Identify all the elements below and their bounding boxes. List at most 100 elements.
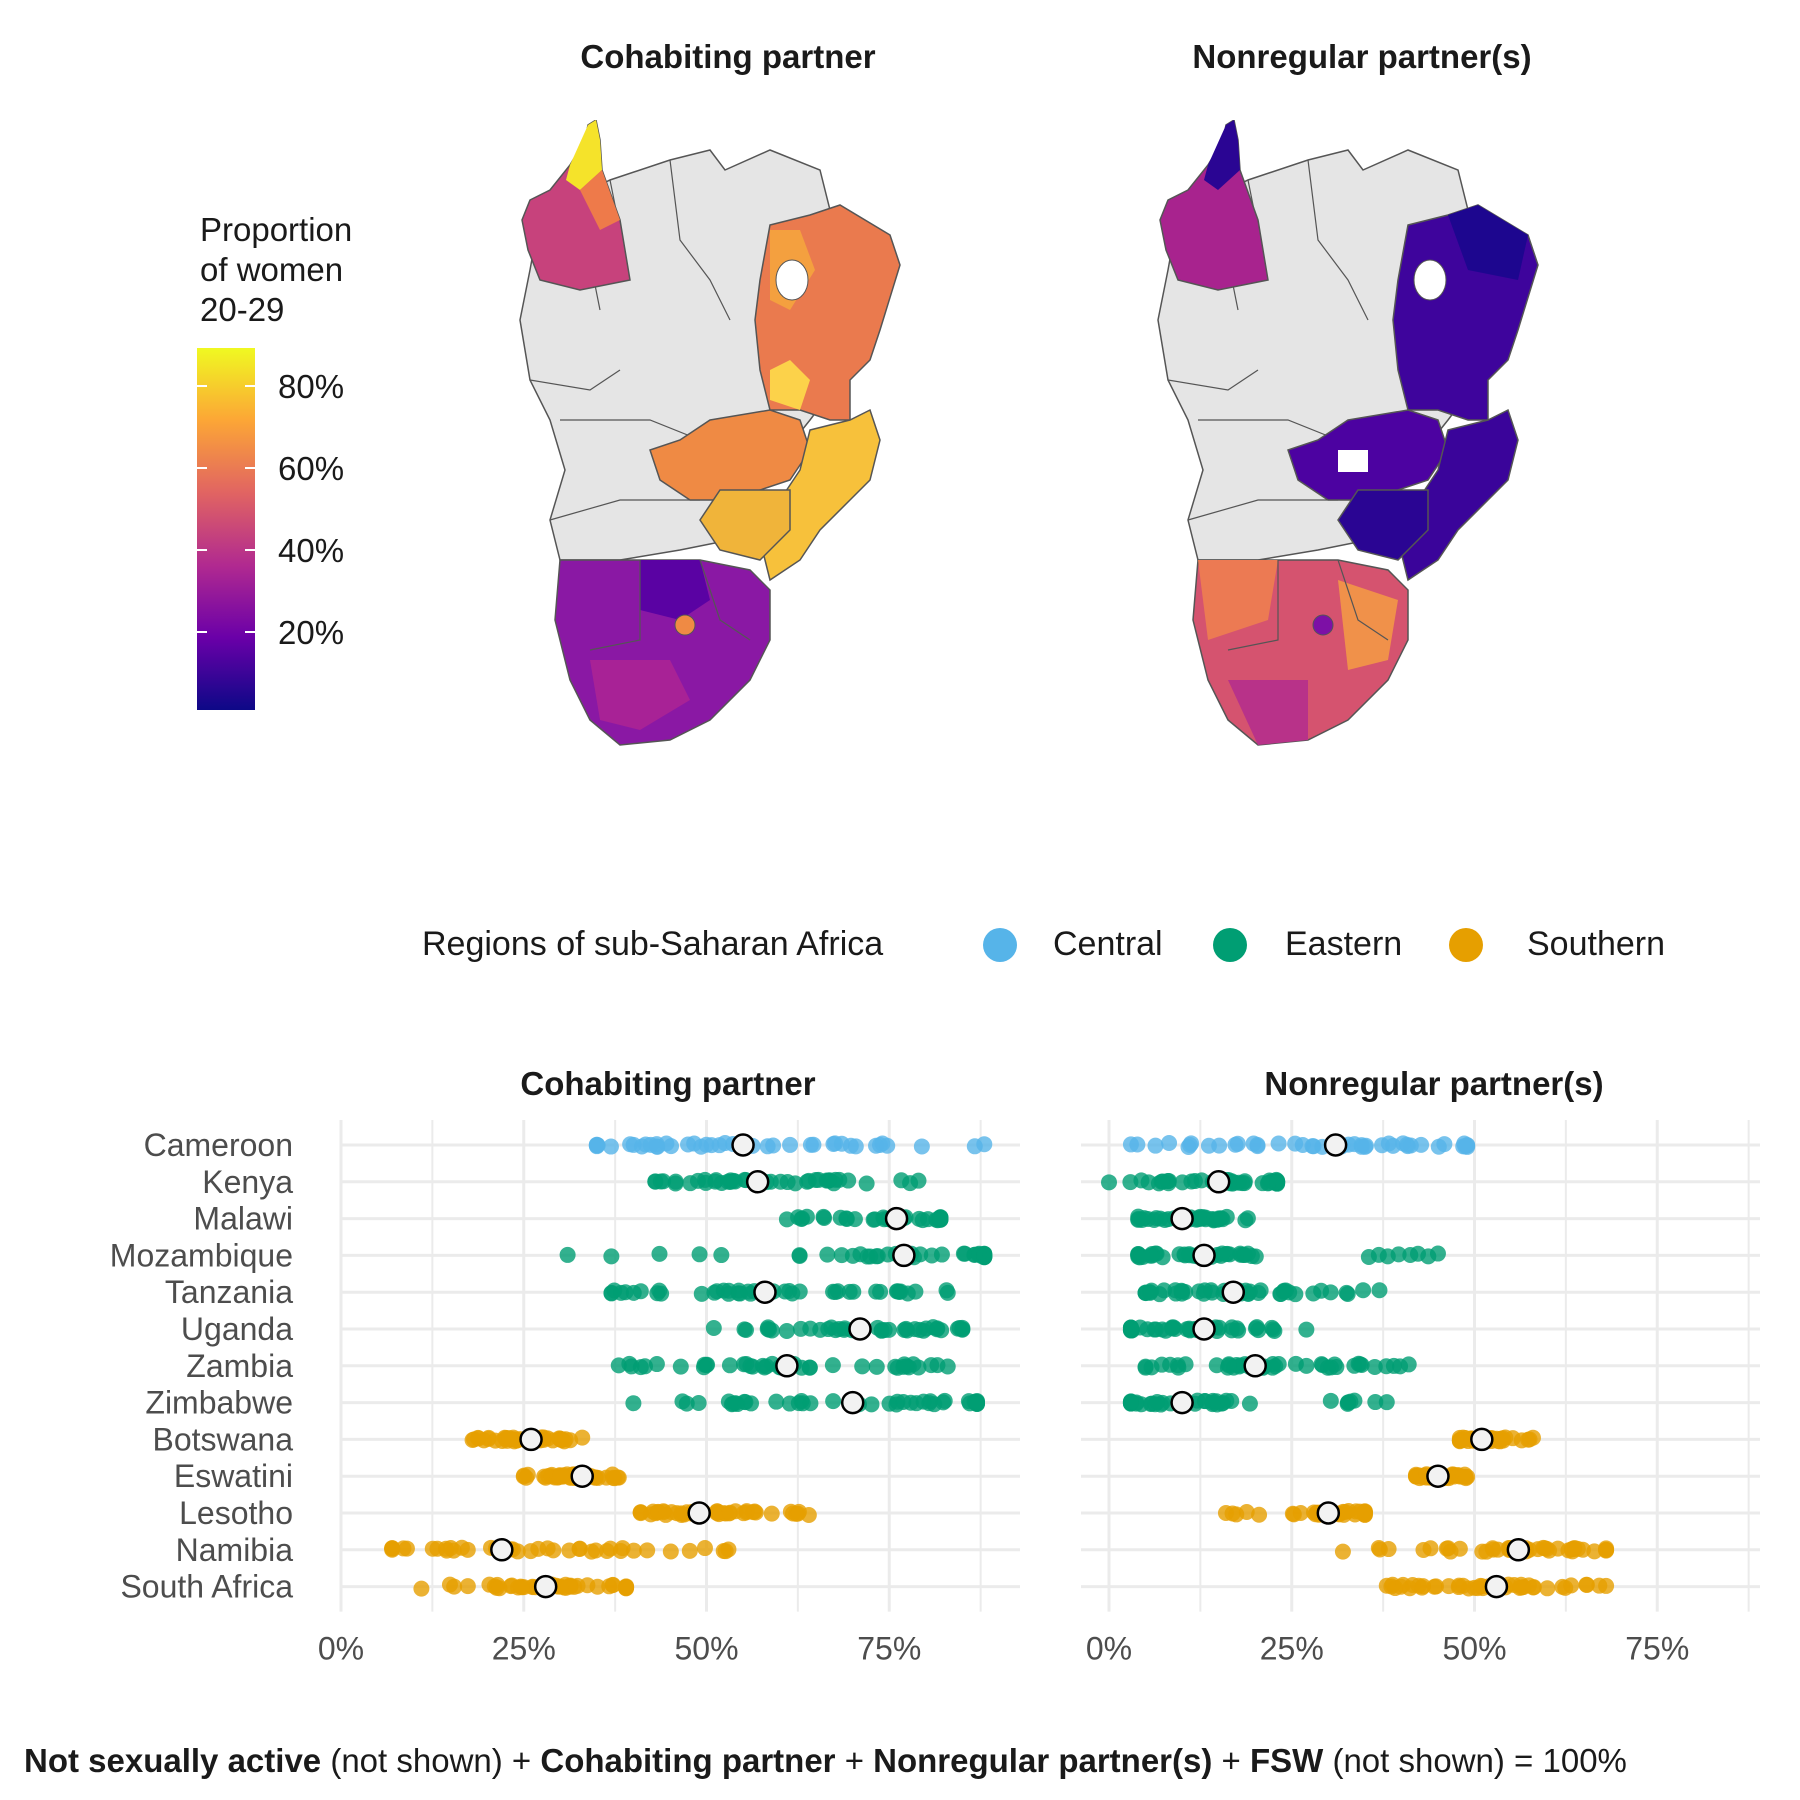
district-point [667, 1173, 684, 1190]
footnote: Not sexually active (not shown) + Cohabi… [24, 1742, 1627, 1780]
district-point [872, 1283, 889, 1300]
country-label: Namibia [176, 1532, 294, 1568]
legend-tick-40: 40% [278, 532, 345, 569]
legend-tick-80: 80% [278, 368, 345, 405]
district-point [1123, 1321, 1140, 1338]
district-point [470, 1429, 487, 1446]
district-point [1395, 1576, 1412, 1593]
map-lake-victoria [775, 259, 809, 301]
district-point [649, 1285, 666, 1302]
district-point [1226, 1174, 1243, 1191]
district-point [902, 1394, 919, 1411]
district-point [1440, 1540, 1457, 1557]
district-point [865, 1211, 882, 1228]
district-point [662, 1543, 679, 1560]
legend-central-label: Central [1053, 925, 1163, 963]
country-mean-marker [745, 1170, 770, 1194]
legend-central-swatch [983, 928, 1017, 962]
country-mean-marker [1170, 1206, 1194, 1231]
district-point [1147, 1137, 1164, 1154]
district-point [695, 1359, 712, 1376]
district-point [1322, 1392, 1339, 1409]
district-point [1334, 1543, 1351, 1560]
district-point [625, 1284, 642, 1301]
district-point [858, 1175, 875, 1192]
district-point [603, 1248, 620, 1265]
district-point [1539, 1580, 1556, 1597]
district-point [657, 1506, 674, 1523]
district-point [935, 1394, 952, 1411]
country-mean-marker [731, 1133, 755, 1157]
map-title-nonregular: Nonregular partner(s) [1192, 38, 1532, 75]
district-point [1494, 1430, 1511, 1447]
district-point [487, 1432, 504, 1449]
district-point [1512, 1579, 1529, 1596]
legend-southern-swatch [1449, 928, 1483, 962]
district-point [589, 1578, 606, 1595]
district-point [960, 1393, 977, 1410]
district-point [1422, 1540, 1439, 1557]
district-point [902, 1175, 919, 1192]
map-lesotho [674, 614, 696, 636]
district-point [1366, 1358, 1383, 1375]
district-point [1399, 1138, 1416, 1155]
district-point [589, 1137, 606, 1154]
country-label: Tanzania [165, 1274, 293, 1310]
legend-title-line-3: 20-29 [200, 291, 285, 328]
district-point [768, 1393, 785, 1410]
country-mean-marker [840, 1390, 865, 1415]
country-mean-marker [1206, 1170, 1231, 1194]
footnote-text-4: (not shown) = 100% [1323, 1742, 1627, 1779]
district-point [889, 1283, 906, 1300]
district-point [1213, 1247, 1230, 1264]
district-point [1586, 1543, 1603, 1560]
district-point [1350, 1355, 1367, 1372]
country-mean-marker [490, 1538, 514, 1562]
district-point [1243, 1248, 1260, 1265]
district-point [696, 1540, 713, 1557]
district-point [1298, 1321, 1315, 1338]
map-cohabiting [519, 120, 901, 746]
district-point [1173, 1285, 1190, 1302]
map-lake-victoria [1413, 259, 1447, 301]
district-point [933, 1246, 950, 1263]
district-point [868, 1358, 885, 1375]
district-point [574, 1429, 591, 1446]
district-point [819, 1246, 836, 1263]
country-mean-marker [753, 1280, 777, 1304]
district-point [491, 1580, 508, 1597]
country-mean-marker [1426, 1464, 1450, 1488]
district-point [1129, 1136, 1146, 1153]
x-tick-label: 0% [1086, 1631, 1132, 1667]
district-point [1554, 1578, 1571, 1595]
district-point [1466, 1579, 1483, 1596]
dotplot-title-cohabiting: Cohabiting partner [520, 1065, 815, 1102]
district-point [1220, 1357, 1237, 1374]
district-point [603, 1285, 620, 1302]
district-point [807, 1171, 824, 1188]
district-point [395, 1540, 412, 1557]
country-label: Zimbabwe [145, 1385, 293, 1421]
district-point [1426, 1578, 1443, 1595]
district-point [759, 1321, 776, 1338]
district-point [587, 1542, 604, 1559]
district-point [776, 1283, 793, 1300]
district-point [905, 1356, 922, 1373]
country-label: Mozambique [110, 1237, 293, 1273]
district-point [781, 1395, 798, 1412]
footnote-nonregular: Nonregular partner(s) [873, 1742, 1213, 1779]
district-point [1385, 1357, 1402, 1374]
country-label: Lesotho [179, 1495, 293, 1531]
district-point [1385, 1137, 1402, 1154]
district-point [717, 1543, 734, 1560]
district-point [888, 1396, 905, 1413]
district-point [1237, 1212, 1254, 1229]
district-point [1224, 1505, 1241, 1522]
district-point [815, 1208, 832, 1225]
district-point [802, 1395, 819, 1412]
district-point [842, 1137, 859, 1154]
x-tick-label: 50% [674, 1631, 738, 1667]
district-point [1304, 1138, 1321, 1155]
district-point [1340, 1394, 1357, 1411]
district-point [1157, 1322, 1174, 1339]
